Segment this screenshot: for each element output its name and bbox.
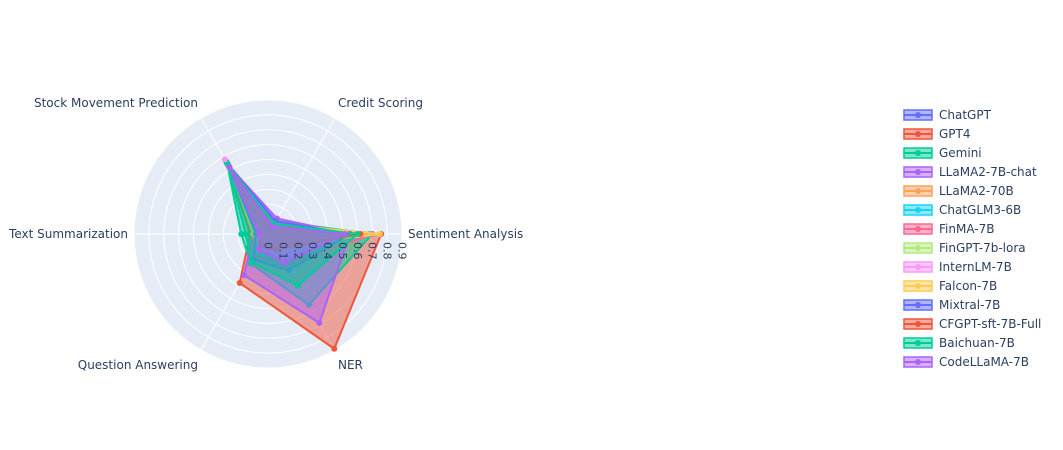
axis-label: Sentiment Analysis	[408, 227, 523, 241]
legend-label: LLaMA2-70B	[939, 184, 1014, 198]
legend-item[interactable]: ChatGPT	[903, 108, 992, 122]
radial-tick-label: 0.7	[366, 242, 379, 260]
data-point	[226, 163, 233, 170]
legend[interactable]: ChatGPT GPT4 Gemini LLaMA2-7B-chat LLaMA2-70…	[903, 108, 1041, 369]
legend-label: Falcon-7B	[939, 279, 997, 293]
radial-tick-label: 0.3	[306, 242, 319, 260]
legend-marker	[915, 150, 921, 156]
legend-label: LLaMA2-7B-chat	[939, 165, 1037, 179]
legend-label: ChatGPT	[939, 108, 992, 122]
legend-marker	[915, 169, 921, 175]
axis-label: Text Summarization	[8, 227, 128, 241]
legend-label: FinMA-7B	[939, 222, 994, 236]
angular-axis-labels: Sentiment Analysis NER Question Answering T…	[8, 96, 523, 372]
radial-tick-label: 0.5	[336, 242, 349, 260]
legend-item[interactable]: LLaMA2-7B-chat	[903, 165, 1037, 179]
legend-item[interactable]: Gemini	[903, 146, 982, 160]
axis-label: Credit Scoring	[338, 96, 423, 110]
data-point	[269, 223, 276, 230]
legend-item[interactable]: Falcon-7B	[903, 279, 997, 293]
radial-tick-label: 0.6	[351, 242, 364, 260]
radial-tick-label: 0.9	[396, 242, 409, 260]
data-point	[256, 246, 263, 253]
data-point	[242, 231, 249, 237]
data-point	[376, 231, 383, 237]
legend-label: Baichuan-7B	[939, 336, 1015, 350]
legend-marker	[915, 226, 921, 232]
axis-label: NER	[338, 358, 363, 372]
legend-marker	[915, 245, 921, 251]
radial-tick-label: 0.4	[321, 242, 334, 260]
legend-item[interactable]: GPT4	[903, 127, 971, 141]
data-point	[236, 279, 243, 286]
radial-tick-label: 0.1	[276, 242, 289, 260]
legend-item[interactable]: Mixtral-7B	[903, 298, 1000, 312]
data-point	[221, 156, 228, 163]
data-point	[248, 259, 255, 266]
data-point	[294, 282, 301, 289]
legend-item[interactable]: Baichuan-7B	[903, 336, 1015, 350]
series-CodeLLaMA-7B	[226, 163, 349, 266]
legend-label: ChatGLM3-6B	[939, 203, 1021, 217]
data-point	[331, 345, 338, 352]
data-point	[281, 259, 288, 266]
series-layer	[221, 156, 385, 352]
legend-label: FinGPT-7b-lora	[939, 241, 1026, 255]
legend-label: GPT4	[939, 127, 971, 141]
legend-marker	[915, 188, 921, 194]
legend-marker	[915, 302, 921, 308]
legend-item[interactable]: InternLM-7B	[903, 260, 1012, 274]
legend-label: CFGPT-sft-7B-Full	[939, 317, 1041, 331]
data-point	[256, 231, 263, 237]
axis-label: Question Answering	[78, 358, 198, 372]
legend-label: Gemini	[939, 146, 982, 160]
legend-item[interactable]: FinMA-7B	[903, 222, 994, 236]
legend-marker	[915, 131, 921, 137]
legend-marker	[915, 112, 921, 118]
legend-label: Mixtral-7B	[939, 298, 1000, 312]
angular-gridline	[267, 117, 336, 235]
legend-item[interactable]: FinGPT-7b-lora	[903, 241, 1026, 255]
legend-item[interactable]: ChatGLM3-6B	[903, 203, 1021, 217]
legend-label: InternLM-7B	[939, 260, 1012, 274]
data-point	[316, 319, 323, 326]
legend-item[interactable]: CFGPT-sft-7B-Full	[903, 317, 1041, 331]
radial-tick-labels: 0 0.1 0.2 0.3 0.4 0.5 0.6 0.7 0.8 0.9	[262, 242, 409, 260]
data-point	[238, 231, 245, 237]
legend-item[interactable]: CodeLLaMA-7B	[903, 355, 1029, 369]
legend-item[interactable]: LLaMA2-70B	[903, 184, 1014, 198]
data-point	[354, 231, 361, 237]
legend-marker	[915, 321, 921, 327]
legend-marker	[915, 207, 921, 213]
radial-tick-label: 0.8	[381, 242, 394, 260]
radial-tick-label: 0.2	[291, 242, 304, 260]
legend-marker	[915, 340, 921, 346]
legend-marker	[915, 283, 921, 289]
data-point	[342, 231, 349, 237]
axis-label: Stock Movement Prediction	[34, 96, 198, 110]
radial-tick-label: 0	[262, 242, 275, 249]
legend-label: CodeLLaMA-7B	[939, 355, 1029, 369]
data-point	[241, 272, 248, 279]
legend-marker	[915, 264, 921, 270]
legend-marker	[915, 359, 921, 365]
